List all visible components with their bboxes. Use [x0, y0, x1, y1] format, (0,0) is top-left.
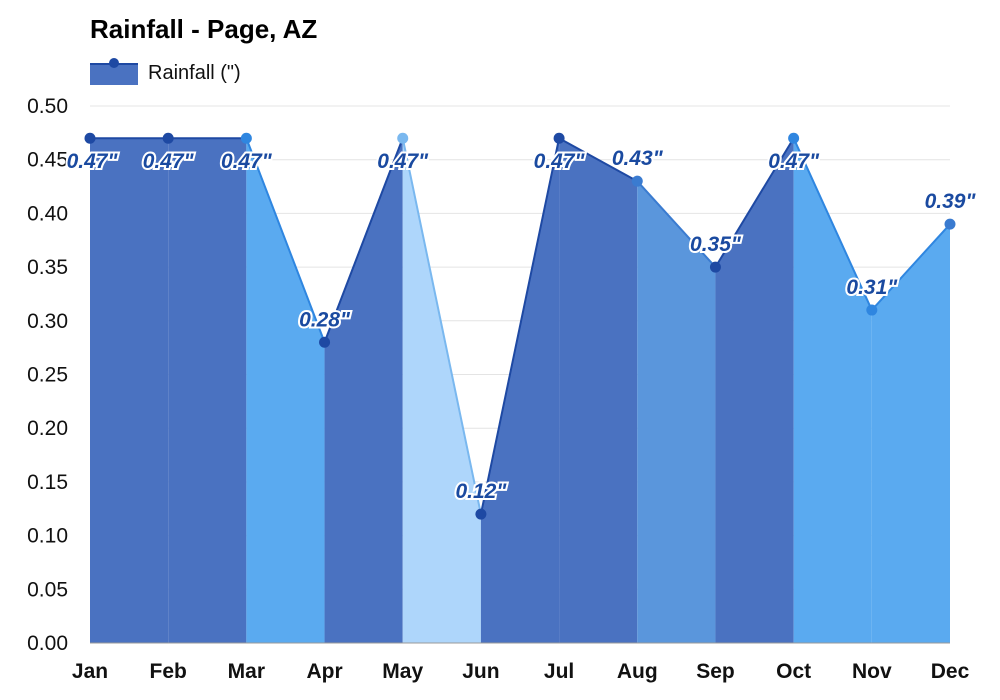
x-tick-label: Feb [150, 660, 187, 683]
area-segment [90, 138, 169, 643]
data-label: 0.47" [768, 150, 820, 173]
data-point [162, 132, 174, 144]
x-tick-label: Jun [462, 660, 499, 683]
series-line-segment [558, 137, 638, 183]
data-point [709, 261, 721, 273]
area-segment [559, 138, 638, 643]
x-tick-label: Aug [617, 660, 658, 683]
x-tick-label: Nov [852, 660, 892, 683]
y-tick-label: 0.20 [27, 417, 68, 440]
x-tick-label: Oct [776, 660, 811, 683]
x-tick-label: Dec [931, 660, 970, 683]
data-label: 0.28" [299, 308, 351, 331]
data-label: 0.35" [690, 233, 742, 256]
area-segment [480, 138, 560, 643]
data-label: 0.39" [925, 190, 977, 213]
data-point [866, 304, 878, 316]
data-point [397, 132, 409, 144]
y-tick-label: 0.05 [27, 578, 68, 601]
y-tick-label: 0.45 [27, 149, 68, 172]
series-line-segment [323, 137, 404, 343]
x-tick-label: Apr [306, 660, 342, 683]
data-point [475, 508, 487, 520]
data-point [944, 218, 956, 230]
data-point [84, 132, 96, 144]
data-point [631, 175, 643, 187]
data-label: 0.47" [143, 150, 195, 173]
area-segment [168, 138, 247, 643]
area-segment [324, 138, 403, 643]
area-segment [637, 181, 716, 643]
legend-swatch [90, 57, 138, 85]
x-tick-label: May [382, 660, 423, 683]
x-tick-label: Sep [696, 660, 735, 683]
x-tick-label: Jul [544, 660, 574, 683]
y-tick-label: 0.15 [27, 471, 68, 494]
data-label: 0.31" [846, 276, 898, 299]
y-tick-label: 0.50 [27, 95, 68, 118]
area-segment [871, 224, 950, 643]
y-tick-label: 0.35 [27, 256, 68, 279]
series-line-segment [401, 138, 482, 515]
y-tick-label: 0.30 [27, 310, 68, 333]
data-label: 0.43" [612, 147, 664, 170]
legend-marker [109, 57, 119, 68]
y-tick-label: 0.00 [27, 632, 68, 655]
data-label: 0.47" [67, 150, 119, 173]
series-line-segment [479, 138, 561, 515]
series-line-segment [871, 223, 951, 311]
area-segment [793, 138, 872, 643]
data-point [788, 132, 800, 144]
series-line-segment [245, 137, 326, 343]
y-tick-label: 0.10 [27, 525, 68, 548]
data-point [319, 336, 331, 348]
chart-title: Rainfall - Page, AZ [90, 14, 318, 44]
y-tick-label: 0.25 [27, 364, 68, 387]
data-point [553, 132, 565, 144]
y-tick-label: 0.40 [27, 202, 68, 225]
series-line-segment [792, 137, 873, 311]
area-segment [402, 138, 481, 643]
x-tick-label: Mar [228, 660, 265, 683]
data-label: 0.47" [534, 150, 586, 173]
data-label: 0.47" [377, 150, 429, 173]
area-segment [246, 138, 325, 643]
area-segment [715, 138, 794, 643]
legend-label: Rainfall (") [148, 62, 241, 84]
x-tick-label: Jan [72, 660, 108, 683]
data-label: 0.47" [221, 150, 273, 173]
legend: Rainfall (") [90, 57, 241, 85]
data-point [240, 132, 252, 144]
data-label: 0.12" [455, 480, 507, 503]
series-line-segment [714, 137, 795, 268]
series-line-segment [636, 180, 717, 268]
